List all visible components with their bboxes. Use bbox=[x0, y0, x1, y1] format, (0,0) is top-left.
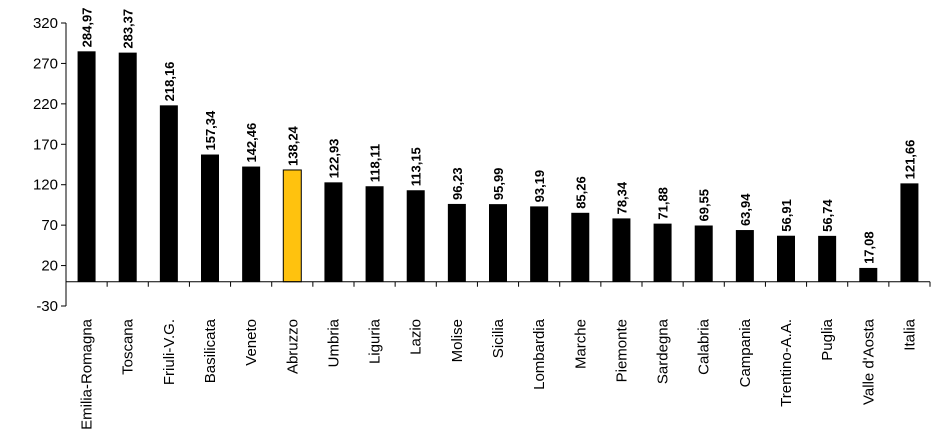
data-label: 138,24 bbox=[285, 125, 300, 166]
data-label: 17,08 bbox=[861, 231, 876, 264]
x-category-label: Sicilia bbox=[490, 318, 507, 358]
data-label: 71,88 bbox=[656, 187, 671, 220]
x-category-label: Lombardia bbox=[531, 318, 548, 390]
bar-campania bbox=[735, 230, 754, 282]
bar-lombardia bbox=[530, 206, 549, 282]
bar-sardegna bbox=[653, 223, 672, 282]
bar-molise bbox=[447, 203, 466, 282]
data-label: 218,16 bbox=[162, 62, 177, 102]
x-category-label: Basilicata bbox=[202, 318, 219, 383]
y-tick-label: -30 bbox=[36, 298, 58, 315]
data-label: 93,19 bbox=[532, 170, 547, 203]
data-label: 56,91 bbox=[779, 199, 794, 232]
x-category-label: Friuli-V.G. bbox=[161, 319, 178, 385]
x-category-label: Campania bbox=[737, 318, 754, 387]
bar-liguria bbox=[365, 186, 384, 282]
bar-umbria bbox=[324, 182, 343, 282]
y-tick-label: 320 bbox=[33, 15, 58, 32]
bars: 284,97 283,37 218,16 157,34 142,46 138,24 122,… bbox=[77, 8, 919, 283]
bar-abruzzo bbox=[282, 169, 302, 283]
x-category-label: Piemonte bbox=[613, 319, 630, 382]
x-category-label: Sardegna bbox=[655, 318, 672, 384]
x-category-label: Liguria bbox=[367, 318, 384, 364]
bar-sicilia bbox=[489, 204, 507, 282]
y-tick-label: 20 bbox=[41, 258, 58, 275]
data-label: 63,94 bbox=[738, 193, 753, 226]
bar-italia bbox=[900, 183, 919, 282]
data-label: 56,74 bbox=[820, 199, 835, 232]
x-category-label: Toscana bbox=[120, 318, 137, 375]
y-tick-label: 220 bbox=[33, 96, 58, 113]
data-label: 78,34 bbox=[614, 181, 629, 214]
bar-emilia-romagna bbox=[77, 51, 96, 282]
bar-basilicata bbox=[201, 154, 219, 282]
y-tick-label: 70 bbox=[41, 217, 58, 234]
x-category-label: Trentino-A.A. bbox=[778, 319, 795, 407]
bar-trentino-a-a- bbox=[777, 235, 795, 282]
y-axis: -30 20 70 120 170 220 270 320 bbox=[33, 15, 67, 315]
data-label: 95,99 bbox=[491, 168, 506, 201]
data-label: 142,46 bbox=[244, 123, 259, 163]
data-label: 122,93 bbox=[326, 139, 341, 179]
data-label: 118,11 bbox=[368, 144, 383, 182]
bar-calabria bbox=[694, 225, 713, 282]
data-label: 283,37 bbox=[121, 9, 136, 49]
x-axis: Emilia-Romagna Toscana Friuli-V.G. Basilica… bbox=[65, 281, 931, 430]
x-category-label: Puglia bbox=[819, 318, 836, 360]
bar-friuli-v-g- bbox=[159, 105, 178, 282]
x-category-label: Marche bbox=[572, 319, 589, 369]
x-category-label: Lazio bbox=[408, 319, 425, 355]
x-category-label: Emilia-Romagna bbox=[79, 318, 96, 430]
x-category-label: Calabria bbox=[696, 318, 713, 375]
data-label: 157,34 bbox=[203, 110, 218, 151]
y-tick-label: 170 bbox=[33, 136, 58, 153]
data-label: 284,97 bbox=[80, 8, 95, 48]
x-category-label: Umbria bbox=[325, 318, 342, 367]
bar-puglia bbox=[818, 235, 837, 282]
x-category-label: Abruzzo bbox=[284, 319, 301, 374]
x-category-label: Molise bbox=[449, 319, 466, 362]
x-category-label: Italia bbox=[901, 318, 918, 350]
x-category-label: Valle d'Aosta bbox=[860, 318, 877, 405]
y-tick-label: 120 bbox=[33, 177, 58, 194]
bar-toscana bbox=[118, 52, 137, 282]
data-label: 85,26 bbox=[573, 176, 588, 209]
bar-valle-d-aosta bbox=[859, 267, 878, 282]
y-tick-label: 270 bbox=[33, 55, 58, 72]
data-label: 96,23 bbox=[450, 167, 465, 200]
data-label: 69,55 bbox=[697, 189, 712, 222]
bar-veneto bbox=[242, 166, 261, 282]
bar-lazio bbox=[406, 190, 425, 282]
x-category-label: Veneto bbox=[243, 319, 260, 366]
bar-piemonte bbox=[612, 218, 631, 282]
data-label: 121,66 bbox=[902, 140, 917, 180]
data-label: 113,15 bbox=[409, 147, 424, 186]
bar-marche bbox=[571, 212, 590, 282]
